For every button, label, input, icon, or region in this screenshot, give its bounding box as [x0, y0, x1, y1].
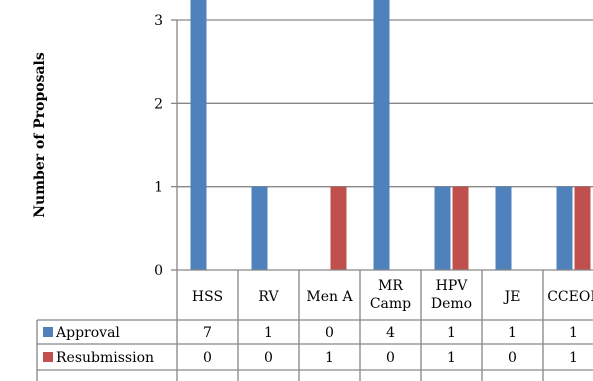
y-tick-label: 1 — [154, 180, 163, 196]
bar-resubmission-6 — [574, 186, 591, 270]
category-label: JE — [503, 289, 521, 305]
legend-swatch-approval — [43, 327, 53, 337]
category-label: HPV — [436, 278, 469, 294]
table-cell: 0 — [264, 350, 273, 366]
table-cell: 0 — [325, 325, 334, 341]
bar-resubmission-4 — [452, 186, 469, 270]
bar-approval-1 — [251, 186, 268, 270]
table-cell: 1 — [569, 350, 578, 366]
table-cell: 0 — [203, 350, 212, 366]
table-cell: 1 — [569, 325, 578, 341]
bars — [190, 0, 591, 270]
table-cell: 1 — [447, 325, 456, 341]
y-tick-label: 3 — [154, 13, 163, 29]
bar-resubmission-2 — [330, 186, 347, 270]
category-label: Men A — [306, 289, 353, 305]
category-label: Demo — [431, 296, 472, 312]
table-cell: 4 — [386, 325, 395, 341]
axes — [171, 19, 178, 271]
y-axis-label: Number of Proposals — [32, 52, 48, 218]
category-label: HSS — [192, 289, 223, 305]
category-label: CCEOP — [547, 289, 593, 305]
bar-approval-4 — [434, 186, 451, 270]
table-cell: 0 — [508, 350, 517, 366]
bar-approval-6 — [556, 186, 573, 270]
table-cell: 0 — [386, 350, 395, 366]
legend-swatch-resubmission — [43, 352, 53, 362]
bar-approval-5 — [495, 186, 512, 270]
category-label: RV — [258, 289, 279, 305]
category-label: MR — [378, 278, 403, 294]
table-cell: 1 — [447, 350, 456, 366]
category-label: Camp — [370, 296, 411, 312]
table-cell: 1 — [508, 325, 517, 341]
y-tick-label: 0 — [154, 263, 163, 279]
legend-label: Resubmission — [56, 350, 154, 366]
table-cell: 1 — [325, 350, 334, 366]
bar-approval-0 — [190, 0, 207, 270]
bar-approval-3 — [373, 0, 390, 270]
legend-label: Approval — [55, 325, 120, 341]
table-cell: 7 — [203, 325, 212, 341]
y-tick-labels: 0 1 2 3 — [154, 13, 163, 279]
table-cell: 1 — [264, 325, 273, 341]
y-tick-label: 2 — [154, 96, 163, 112]
data-table: HSS RV Men A MR Camp HPV Demo JE CCEOP Approval 7 1… — [36, 269, 593, 381]
